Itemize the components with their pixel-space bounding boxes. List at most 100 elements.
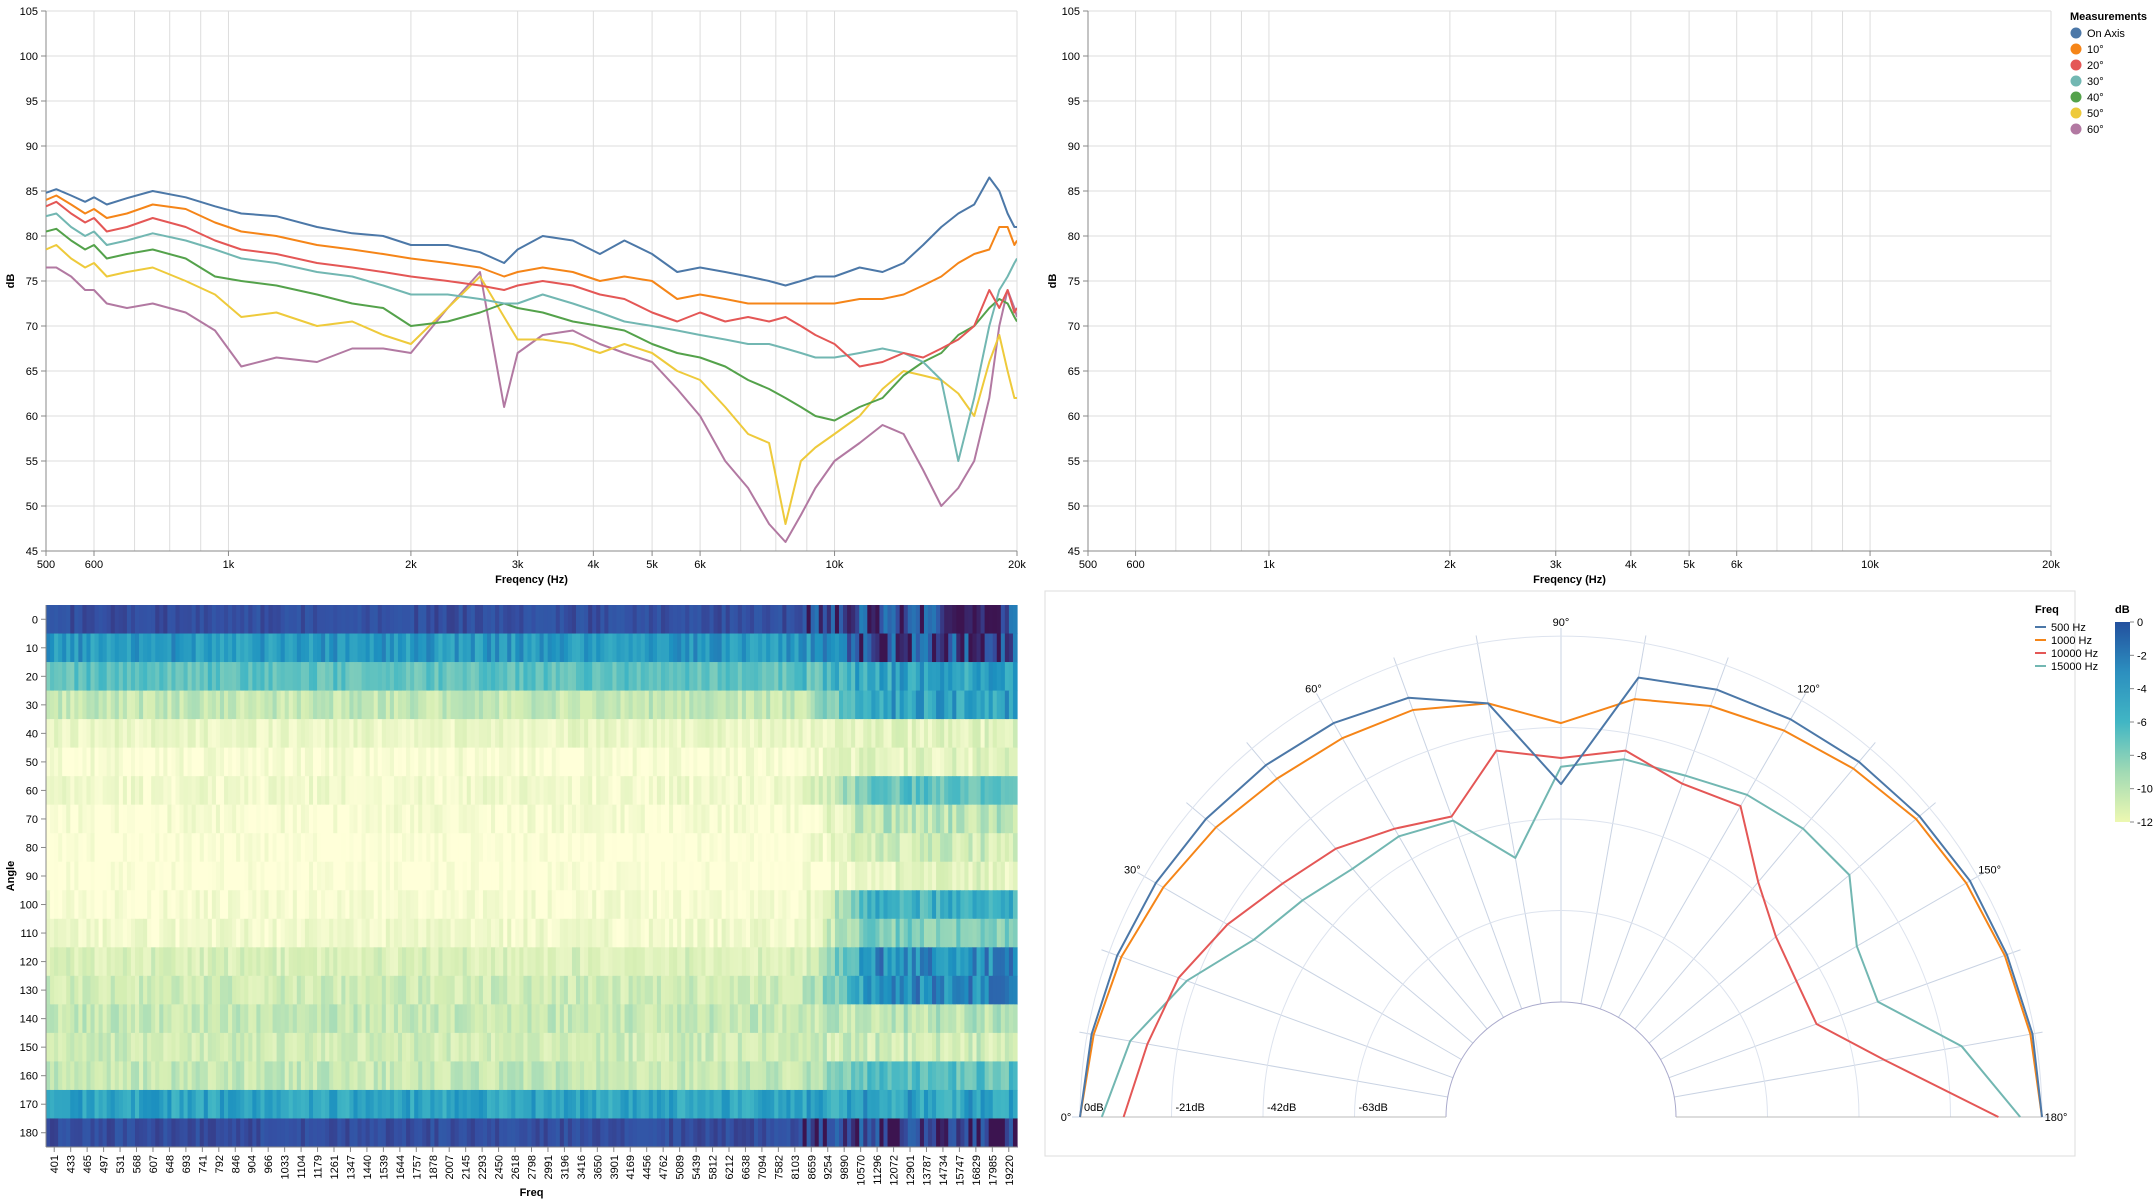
heatmap-cell xyxy=(794,776,800,806)
heatmap-cell xyxy=(203,747,209,777)
heatmap-cell xyxy=(252,690,257,720)
heatmap-cell xyxy=(122,1118,128,1148)
heatmap-cell xyxy=(66,747,71,777)
heatmap-cell xyxy=(191,605,197,635)
heatmap-cell xyxy=(86,776,92,806)
heatmap-cell xyxy=(1000,633,1006,663)
heatmap-cell xyxy=(337,1004,342,1034)
heatmap-cell xyxy=(155,861,160,891)
heatmap-cell xyxy=(806,975,812,1005)
heatmap-cell xyxy=(232,690,237,720)
heatmap-cell xyxy=(288,975,294,1005)
heatmap-cell xyxy=(648,1004,654,1034)
heatmap-cell xyxy=(988,1061,994,1091)
heatmap-cell xyxy=(495,918,500,948)
heatmap-cell xyxy=(879,690,885,720)
heatmap-cell xyxy=(859,947,864,977)
heatmap-cell xyxy=(135,975,140,1005)
heatmap-cell xyxy=(276,861,282,891)
polar-spoke xyxy=(1634,742,1876,1030)
heatmap-cell xyxy=(770,662,775,692)
x-tick-label: 10570 xyxy=(856,1155,868,1186)
heatmap-cell xyxy=(78,1118,84,1148)
heatmap-cell xyxy=(284,1061,290,1091)
heatmap-cell xyxy=(248,662,253,692)
heatmap-cell xyxy=(232,1089,237,1119)
heatmap-cell xyxy=(98,861,104,891)
heatmap-cell xyxy=(725,833,731,863)
heatmap-cell xyxy=(333,1089,338,1119)
heatmap-cell xyxy=(588,1061,593,1091)
heatmap-cell xyxy=(78,1004,84,1034)
heatmap-cell xyxy=(219,861,225,891)
heatmap-cell xyxy=(369,776,375,806)
heatmap-cell xyxy=(762,747,767,777)
heatmap-cell xyxy=(705,1089,711,1119)
heatmap-cell xyxy=(284,1118,290,1148)
heatmap-cell xyxy=(770,633,775,663)
heatmap-cell xyxy=(762,690,767,720)
heatmap-cell xyxy=(224,1118,229,1148)
heatmap-cell xyxy=(373,833,379,863)
heatmap-cell xyxy=(304,690,310,720)
heatmap-cell xyxy=(571,776,577,806)
heatmap-cell xyxy=(58,1118,63,1148)
heatmap-cell xyxy=(551,1118,557,1148)
heatmap-cell xyxy=(754,776,759,806)
y-tick-label: 80 xyxy=(26,842,38,854)
heatmap-cell xyxy=(620,633,626,663)
heatmap-cell xyxy=(754,747,759,777)
heatmap-cell xyxy=(915,833,921,863)
heatmap-cell xyxy=(616,1089,622,1119)
heatmap-cell xyxy=(240,918,245,948)
heatmap-cell xyxy=(499,633,504,663)
heatmap-cell xyxy=(794,947,800,977)
heatmap-cell xyxy=(717,690,723,720)
heatmap-cell xyxy=(620,1032,626,1062)
heatmap-cell xyxy=(1012,747,1018,777)
heatmap-cell xyxy=(381,1004,387,1034)
x-tick-label: 465 xyxy=(82,1155,94,1173)
heatmap-cell xyxy=(139,833,144,863)
heatmap-cell xyxy=(891,690,897,720)
heatmap-cell xyxy=(219,918,225,948)
heatmap-cell xyxy=(681,947,686,977)
heatmap-cell xyxy=(280,1089,286,1119)
heatmap-cell xyxy=(535,633,541,663)
heatmap-cell xyxy=(984,918,990,948)
heatmap-cell xyxy=(151,1061,156,1091)
heatmap-cell xyxy=(737,662,743,692)
heatmap-cell xyxy=(628,690,634,720)
heatmap-cell xyxy=(559,947,565,977)
heatmap-cell xyxy=(143,1089,148,1119)
heatmap-cell xyxy=(758,1061,763,1091)
heatmap-cell xyxy=(135,690,140,720)
heatmap-cell xyxy=(175,1004,181,1034)
heatmap-cell xyxy=(280,1004,286,1034)
heatmap-cell xyxy=(624,633,630,663)
heatmap-cell xyxy=(466,947,472,977)
heatmap-cell xyxy=(996,975,1002,1005)
heatmap-cell xyxy=(802,605,808,635)
heatmap-cell xyxy=(660,947,666,977)
heatmap-cell xyxy=(543,662,549,692)
heatmap-cell xyxy=(669,833,674,863)
heatmap-cell xyxy=(754,1061,759,1091)
heatmap-cell xyxy=(135,662,140,692)
heatmap-cell xyxy=(462,1118,468,1148)
heatmap-cell xyxy=(393,975,399,1005)
heatmap-cell xyxy=(418,605,423,635)
heatmap-cell xyxy=(652,947,658,977)
heatmap-cell xyxy=(830,890,836,920)
heatmap-cell xyxy=(895,804,901,834)
heatmap-cell xyxy=(329,747,334,777)
heatmap-cell xyxy=(907,1032,913,1062)
heatmap-cell xyxy=(822,975,828,1005)
heatmap-cell xyxy=(932,975,937,1005)
x-tick-label: 1179 xyxy=(313,1155,325,1179)
heatmap-cell xyxy=(616,918,622,948)
heatmap-cell xyxy=(960,605,966,635)
heatmap-cell xyxy=(478,861,484,891)
heatmap-cell xyxy=(806,1061,812,1091)
heatmap-cell xyxy=(871,804,876,834)
